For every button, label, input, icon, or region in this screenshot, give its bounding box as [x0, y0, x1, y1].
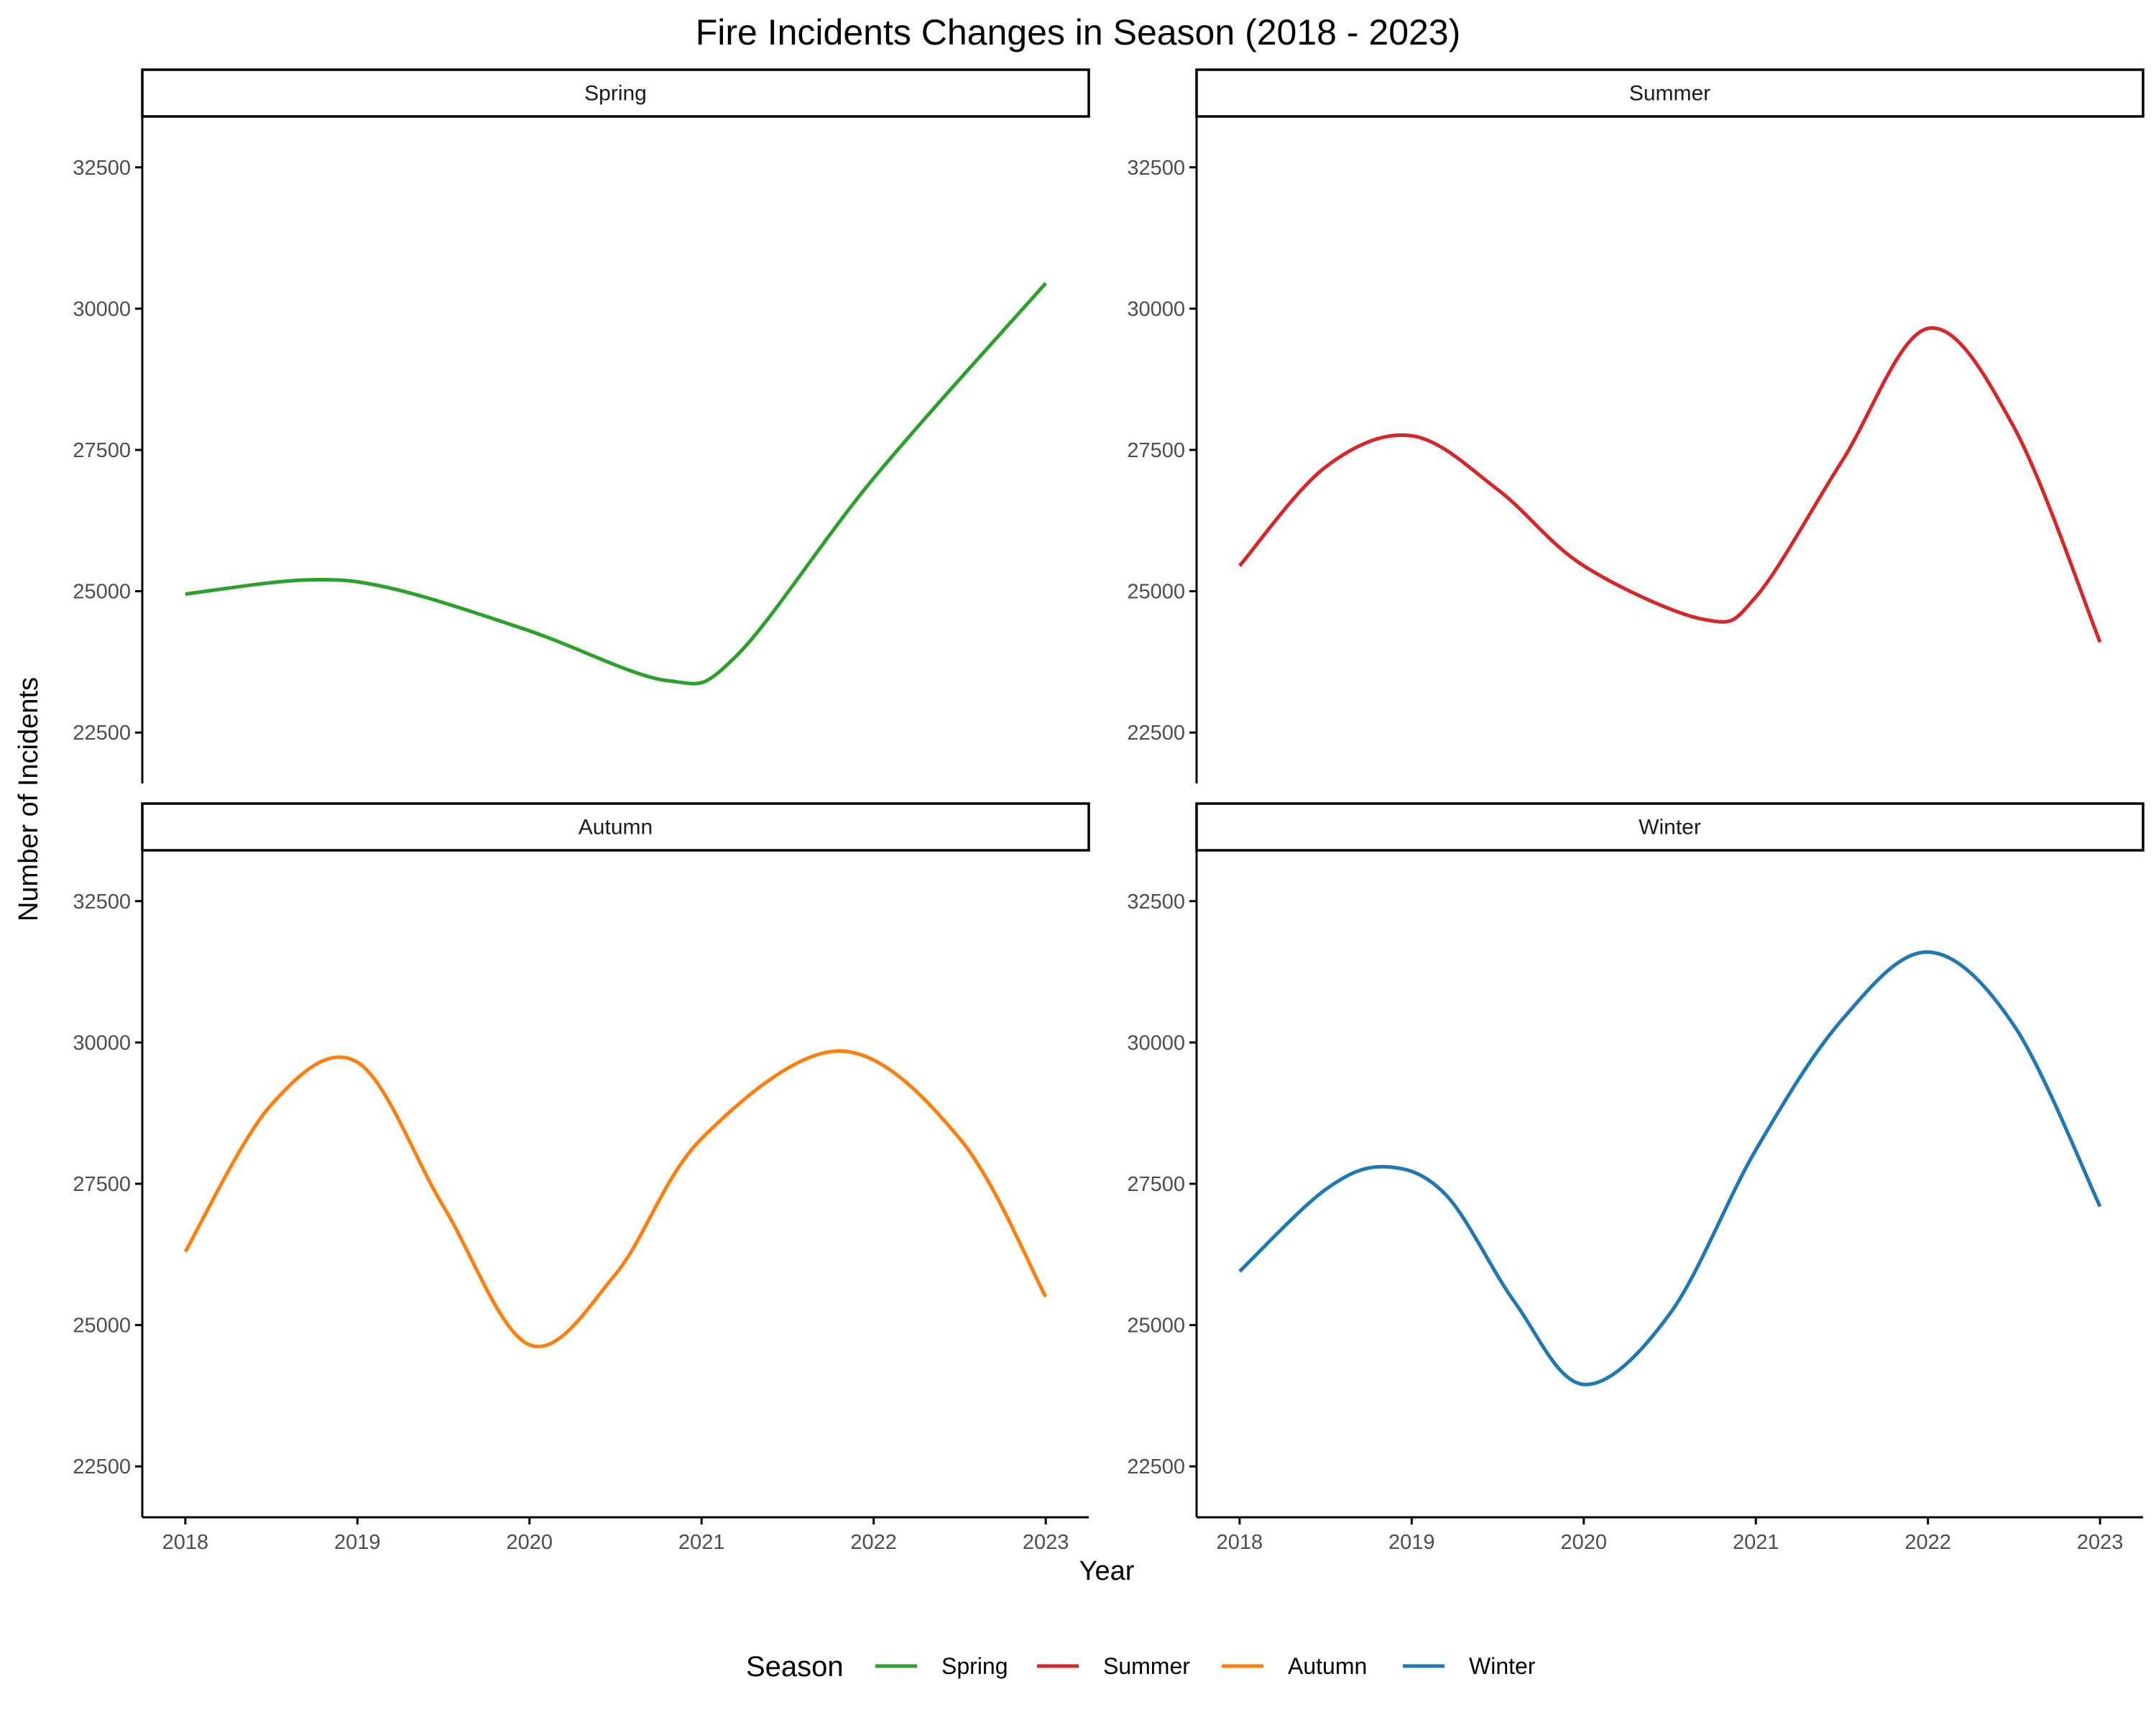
- series-line-spring: [185, 282, 1047, 686]
- strip-label: Autumn: [579, 816, 653, 840]
- series-line-summer: [1238, 326, 2102, 643]
- y-tick-label: 22500: [73, 722, 131, 745]
- strip-label: Summer: [1629, 82, 1710, 106]
- y-tick-label: 30000: [73, 298, 131, 321]
- x-tick-label: 2021: [1733, 1531, 1779, 1554]
- x-tick-label: 2021: [678, 1531, 725, 1554]
- legend-label-autumn: Autumn: [1288, 1653, 1367, 1679]
- y-axis-title: Number of Incidents: [14, 677, 44, 921]
- x-tick-label: 2019: [334, 1531, 381, 1554]
- x-tick-label: 2019: [1388, 1531, 1435, 1554]
- chart-title: Fire Incidents Changes in Season (2018 -…: [696, 12, 1461, 52]
- y-tick-label: 25000: [1127, 581, 1185, 604]
- legend-title: Season: [746, 1651, 844, 1683]
- x-tick-label: 2022: [1904, 1531, 1951, 1554]
- series-line-winter: [1238, 950, 2102, 1386]
- y-tick-label: 32500: [1127, 157, 1185, 180]
- x-axis-title: Year: [1079, 1556, 1135, 1586]
- strip-spring: [141, 68, 1090, 118]
- legend-label-winter: Winter: [1469, 1653, 1536, 1679]
- y-tick-label: 32500: [73, 157, 131, 180]
- legend-label-spring: Spring: [941, 1653, 1008, 1679]
- panel-spring: Spring 22500 25000 27500 30000 32500: [73, 68, 1090, 783]
- x-tick-label: 2020: [1561, 1531, 1608, 1554]
- strip-autumn: [141, 802, 1090, 852]
- panels-layer: Spring 22500 25000 27500 30000 32500 Summer 225…: [73, 68, 2145, 1554]
- strip-summer: [1195, 68, 2145, 118]
- y-tick-label: 27500: [73, 1173, 131, 1196]
- x-tick-label: 2023: [2077, 1531, 2124, 1554]
- y-tick-label: 27500: [73, 439, 131, 462]
- panel-summer: Summer 22500 25000 27500 30000 32500: [1127, 68, 2145, 783]
- x-tick-label: 2018: [162, 1531, 209, 1554]
- y-tick-label: 32500: [1127, 891, 1185, 914]
- panel-winter: Winter 22500 25000 27500 30000 32500 2018 2019 2…: [1127, 802, 2145, 1554]
- y-tick-label: 22500: [1127, 722, 1185, 745]
- panel-autumn: Autumn 22500 25000 27500 30000 32500 2018 2019 2…: [73, 802, 1090, 1554]
- y-tick-label: 22500: [73, 1455, 131, 1478]
- y-tick-label: 27500: [1127, 439, 1185, 462]
- x-tick-label: 2023: [1023, 1531, 1069, 1554]
- y-tick-label: 22500: [1127, 1455, 1185, 1478]
- legend-label-summer: Summer: [1103, 1653, 1190, 1679]
- y-tick-label: 32500: [73, 891, 131, 914]
- strip-label: Winter: [1639, 816, 1701, 840]
- strip-winter: [1195, 802, 2145, 852]
- y-tick-label: 25000: [1127, 1315, 1185, 1338]
- y-tick-label: 30000: [1127, 1031, 1185, 1054]
- y-tick-label: 30000: [73, 1031, 131, 1054]
- series-line-autumn: [183, 1049, 1048, 1348]
- y-tick-label: 25000: [73, 581, 131, 604]
- x-tick-label: 2022: [850, 1531, 897, 1554]
- y-tick-label: 25000: [73, 1315, 131, 1338]
- y-tick-label: 30000: [1127, 298, 1185, 321]
- y-tick-label: 27500: [1127, 1173, 1185, 1196]
- strip-label: Spring: [584, 82, 647, 106]
- x-tick-label: 2018: [1217, 1531, 1263, 1554]
- legend: Season Spring Summer Autumn Winter: [746, 1651, 1536, 1683]
- x-tick-label: 2020: [507, 1531, 553, 1554]
